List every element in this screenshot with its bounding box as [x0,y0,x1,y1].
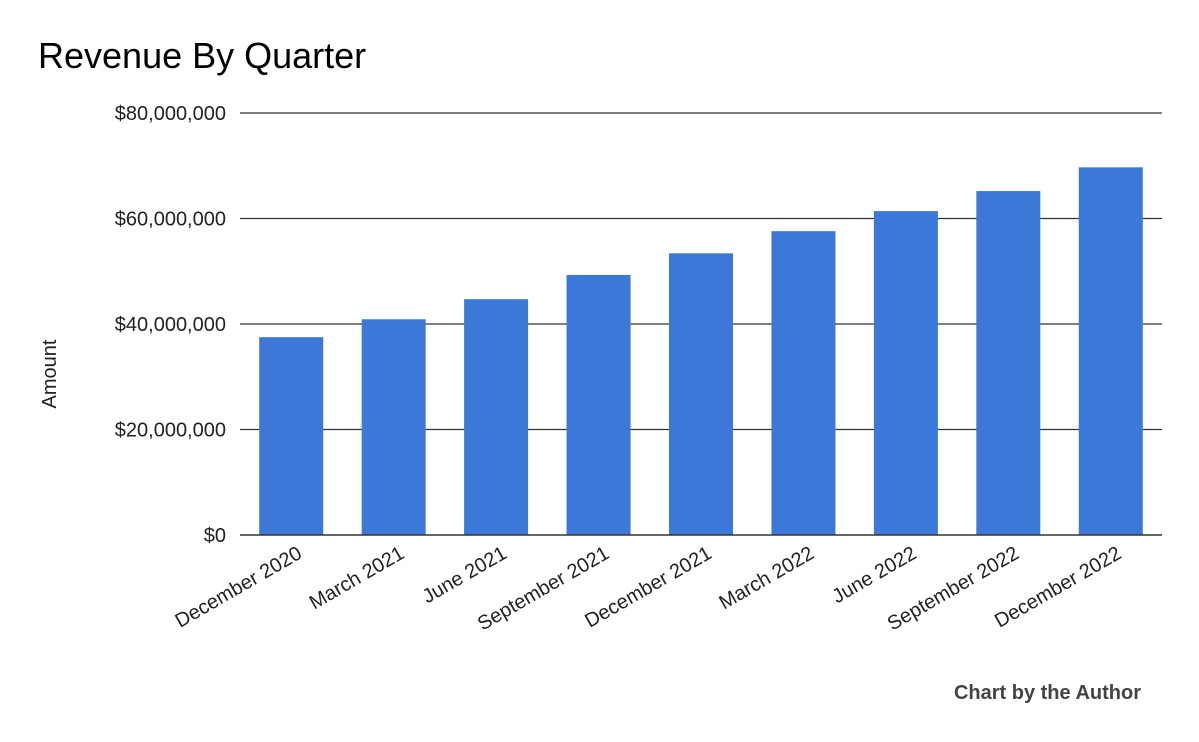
y-axis-tick-labels: $0 $20,000,000 $40,000,000 $60,000,000 $80,0… [115,103,226,547]
x-tick-label: June 2022 [828,542,920,608]
x-tick-label: March 2021 [306,542,408,614]
chart-title: Revenue By Quarter [38,35,366,76]
y-tick-label: $80,000,000 [115,103,226,125]
bar [873,211,938,536]
y-tick-label: $40,000,000 [115,314,226,336]
y-tick-label: $60,000,000 [115,209,226,231]
y-tick-label: $20,000,000 [115,420,226,442]
bar [464,299,529,535]
bars [259,167,1143,536]
bar [259,337,324,535]
bar [566,274,631,535]
y-tick-label: $0 [204,525,226,547]
bar [1078,167,1143,535]
bar [669,253,733,535]
chart-credit: Chart by the Author [954,682,1141,704]
x-axis-tick-labels: December 2020 March 2021 June 2021Septembe… [171,542,1125,635]
bar [361,319,426,535]
x-tick-label: March 2022 [715,542,817,614]
x-tick-label: June 2021 [419,542,511,608]
y-axis-title: Amount [39,339,61,408]
bar [976,191,1041,535]
x-tick-label: December 2020 [171,542,305,632]
bar [771,231,836,535]
